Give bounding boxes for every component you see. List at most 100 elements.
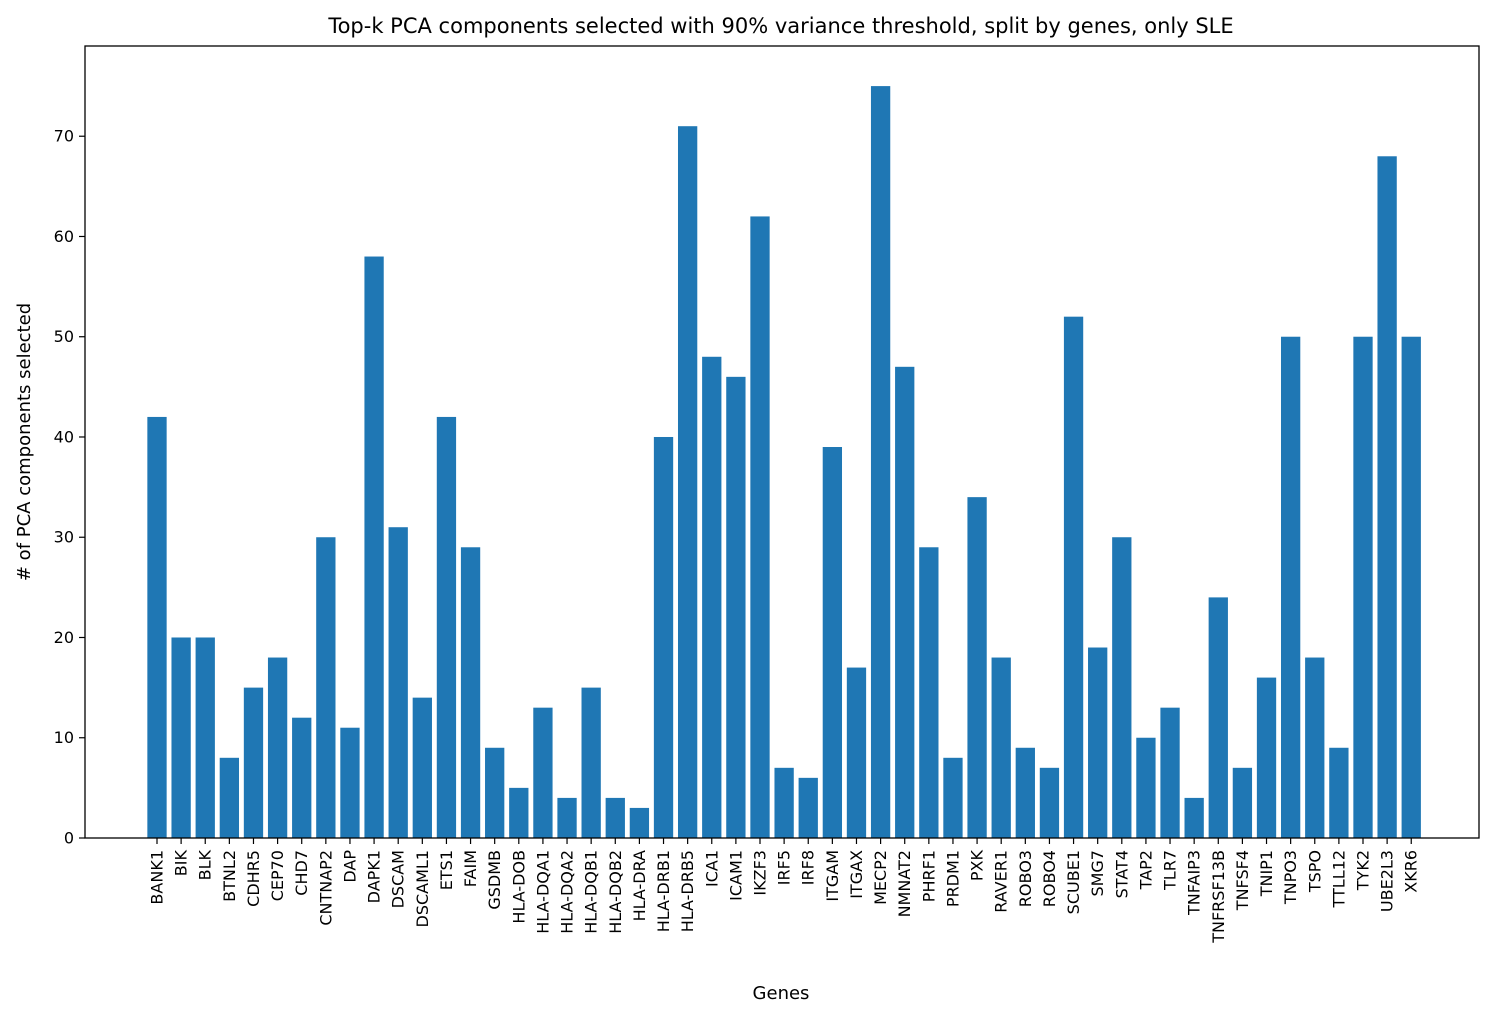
x-tick-label: ROBO3 xyxy=(1016,850,1035,907)
y-tick-label: 0 xyxy=(64,829,74,848)
bar-hla-dqa1 xyxy=(533,707,553,838)
x-tick-label: HLA-DQA2 xyxy=(558,850,577,934)
bar-gsdmb xyxy=(485,747,505,838)
bar-pxk xyxy=(967,497,987,838)
plot-frame xyxy=(84,45,1480,839)
x-tick-label: TYK2 xyxy=(1354,850,1373,891)
x-tick-label: SCUBE1 xyxy=(1064,850,1083,914)
bar-ica1 xyxy=(702,356,722,838)
bar-ttll12 xyxy=(1329,747,1349,838)
x-tick-label: HLA-DQA1 xyxy=(533,850,552,934)
bar-robo3 xyxy=(1015,747,1035,838)
x-tick-label: PRDM1 xyxy=(943,850,962,907)
bar-bank1 xyxy=(147,416,167,838)
x-tick-label: HLA-DRB5 xyxy=(678,850,697,932)
y-axis: 0 10 20 30 40 50 60 70 xyxy=(54,127,85,848)
x-tick-label: DAPK1 xyxy=(365,850,384,903)
x-tick-label: TTLL12 xyxy=(1329,850,1348,908)
x-tick-label: DSCAM xyxy=(389,850,408,908)
bar-hla-drb1 xyxy=(653,436,674,838)
y-tick-label: 70 xyxy=(54,127,74,146)
x-tick-label: BLK xyxy=(196,850,215,881)
bar-itgax xyxy=(846,667,867,838)
x-tick-label: TNFAIP3 xyxy=(1185,850,1204,916)
x-tick-label: BIK xyxy=(172,849,191,876)
x-tick-label: GSDMB xyxy=(485,850,504,910)
bar-tap2 xyxy=(1136,737,1156,838)
x-axis-label: Genes xyxy=(753,983,810,1004)
bar-blk xyxy=(195,637,215,838)
x-tick-label: MECP2 xyxy=(871,850,890,905)
x-tick-label: BANK1 xyxy=(148,850,167,905)
bar-chd7 xyxy=(292,717,312,838)
bar-smg7 xyxy=(1088,647,1108,838)
x-tick-label: HLA-DRA xyxy=(630,850,649,921)
x-tick-label: SMG7 xyxy=(1088,850,1107,897)
bar-tlr7 xyxy=(1160,707,1180,838)
bar-irf5 xyxy=(774,767,794,838)
x-tick-label: ETS1 xyxy=(437,850,456,890)
y-tick-label: 50 xyxy=(54,327,74,346)
bar-tnpo3 xyxy=(1280,336,1301,838)
bar-tnip1 xyxy=(1256,677,1277,838)
bar-hla-dqa2 xyxy=(557,797,577,838)
bar-ikzf3 xyxy=(750,216,770,838)
x-tick-label: TAP2 xyxy=(1136,850,1155,890)
x-tick-label: ICA1 xyxy=(702,850,721,887)
bar-nmnat2 xyxy=(895,366,915,838)
x-tick-label: TSPO xyxy=(1305,850,1324,893)
x-tick-label: TLR7 xyxy=(1161,850,1180,891)
bar-hla-drb5 xyxy=(677,126,698,838)
y-tick-label: 20 xyxy=(54,628,74,647)
bar-tnfrsf13b xyxy=(1208,597,1228,838)
x-tick-label: IKZF3 xyxy=(751,850,770,896)
bar-phrf1 xyxy=(919,547,939,838)
x-tick-label: FAIM xyxy=(461,850,480,887)
x-tick-label: PXK xyxy=(968,850,987,882)
bar-tyk2 xyxy=(1353,336,1373,838)
bar-scube1 xyxy=(1063,316,1084,838)
x-tick-label: DAP xyxy=(340,850,359,883)
bar-dap xyxy=(340,727,360,838)
bar-btnl2 xyxy=(219,757,240,838)
bar-mecp2 xyxy=(870,86,891,839)
x-tick-label: ITGAX xyxy=(847,850,866,899)
y-axis-label: # of PCA components selected xyxy=(14,303,35,581)
x-tick-label: HLA-DQB2 xyxy=(606,850,625,934)
x-tick-label: CEP70 xyxy=(268,850,287,901)
bar-icam1 xyxy=(726,376,746,838)
x-tick-label: HLA-DRB1 xyxy=(654,850,673,932)
x-tick-label: TNIP1 xyxy=(1257,850,1276,897)
x-tick-label: IRF5 xyxy=(775,850,794,885)
bar-hla-dob xyxy=(509,787,529,838)
bar-tnfaip3 xyxy=(1184,797,1204,838)
x-tick-label: TNFSF4 xyxy=(1233,850,1252,911)
y-tick-label: 10 xyxy=(54,728,74,747)
x-tick-label: UBE2L3 xyxy=(1378,850,1397,912)
bars-group xyxy=(147,86,1421,839)
x-tick-label: ICAM1 xyxy=(726,850,745,901)
bar-cep70 xyxy=(267,657,288,838)
bar-prdm1 xyxy=(943,757,963,838)
x-tick-label: TNPO3 xyxy=(1281,850,1300,905)
x-tick-label: ROBO4 xyxy=(1040,850,1059,907)
x-tick-label: CDHR5 xyxy=(244,850,263,907)
x-tick-label: DSCAML1 xyxy=(413,850,432,928)
bar-xkr6 xyxy=(1401,336,1421,838)
x-tick-label: NMNAT2 xyxy=(895,850,914,917)
x-tick-label: ITGAM xyxy=(823,850,842,902)
bar-stat4 xyxy=(1112,537,1132,838)
y-tick-label: 60 xyxy=(54,227,74,246)
x-tick-label: CNTNAP2 xyxy=(316,850,335,926)
y-tick-label: 30 xyxy=(54,528,74,547)
bar-bik xyxy=(171,637,191,838)
bar-tspo xyxy=(1305,657,1325,838)
x-tick-label: STAT4 xyxy=(1112,850,1131,898)
bar-ube2l3 xyxy=(1377,156,1397,838)
x-tick-label: RAVER1 xyxy=(992,850,1011,913)
bar-raver1 xyxy=(991,657,1011,838)
x-tick-label: HLA-DOB xyxy=(509,850,528,924)
x-tick-label: IRF8 xyxy=(799,850,818,885)
bar-hla-dqb1 xyxy=(581,687,601,838)
x-tick-label: HLA-DQB1 xyxy=(582,850,601,934)
